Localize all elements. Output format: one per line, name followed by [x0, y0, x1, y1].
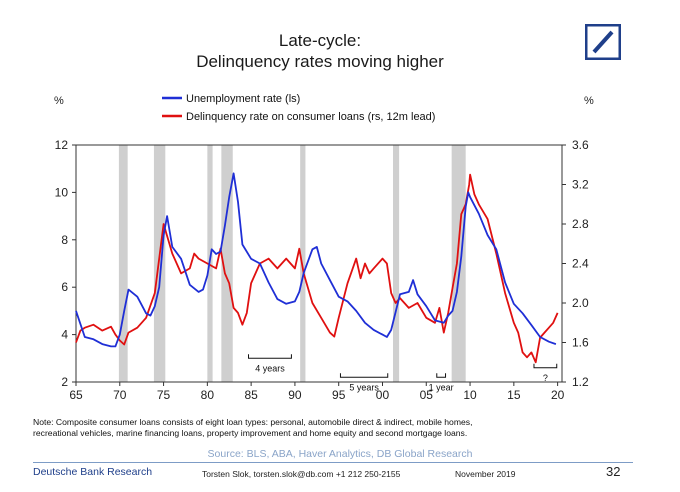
legend-label-unemployment: Unemployment rate (ls) — [186, 93, 300, 105]
right-tick-label: 2.8 — [572, 217, 589, 231]
left-tick-label: 2 — [61, 375, 68, 389]
annotation-label: 1 year — [429, 382, 454, 392]
annotation-bracket — [436, 373, 447, 378]
chart-title-line2: Delinquency rates moving higher — [196, 52, 444, 71]
plot-frame — [75, 144, 563, 383]
right-tick-label: 2.0 — [572, 296, 589, 310]
footer-brand: Deutsche Bank Research — [33, 466, 153, 478]
x-tick-label: 80 — [201, 388, 215, 402]
footer-divider — [33, 462, 633, 463]
legend-label-delinquency: Delinquency rate on consumer loans (rs, … — [186, 111, 435, 123]
footnote-line2: recreational vehicles, marine financing … — [33, 428, 468, 438]
x-tick-label: 95 — [332, 388, 346, 402]
unemployment-rate-line — [75, 172, 557, 348]
x-tick-label: 15 — [507, 388, 521, 402]
deutsche-bank-logo — [585, 24, 621, 60]
footnote: Note: Composite consumer loans consists … — [33, 417, 633, 439]
chart-title: Late-cycle: Delinquency rates moving hig… — [110, 30, 530, 72]
annotation-label: ? — [543, 373, 548, 383]
recession-band — [118, 145, 128, 382]
x-tick-label: 10 — [463, 388, 477, 402]
left-tick-label: 4 — [61, 328, 68, 342]
right-tick-label: 3.6 — [572, 138, 589, 152]
right-tick-label: 1.2 — [572, 375, 589, 389]
delinquency-rate-line — [75, 173, 559, 364]
right-axis-unit: % — [584, 95, 594, 107]
right-tick-label: 3.2 — [572, 178, 589, 192]
left-tick-label: 6 — [61, 280, 68, 294]
footer-author: Torsten Slok, torsten.slok@db.com +1 212… — [202, 469, 401, 479]
annotation-label: 5 years — [349, 382, 379, 392]
source-text: Source: BLS, ABA, Haver Analytics, DB Gl… — [207, 448, 473, 460]
left-tick-label: 12 — [55, 138, 69, 152]
x-tick-label: 20 — [551, 388, 565, 402]
recession-band — [221, 145, 233, 382]
right-tick-label: 1.6 — [572, 336, 589, 350]
right-tick-label: 2.4 — [572, 257, 589, 271]
footer-date: November 2019 — [455, 469, 516, 479]
annotation-label: 4 years — [255, 363, 285, 373]
page-number: 32 — [606, 464, 621, 479]
x-tick-label: 70 — [113, 388, 127, 402]
x-tick-label: 00 — [376, 388, 390, 402]
annotation-bracket — [248, 354, 292, 359]
recession-band — [392, 145, 400, 382]
x-tick-label: 85 — [244, 388, 258, 402]
recession-band — [451, 145, 466, 382]
left-axis-unit: % — [54, 95, 64, 107]
x-tick-label: 05 — [420, 388, 434, 402]
left-tick-label: 8 — [61, 233, 68, 247]
left-tick-label: 10 — [55, 185, 69, 199]
annotation-bracket — [533, 363, 558, 369]
recession-band — [153, 145, 166, 382]
x-tick-label: 90 — [288, 388, 302, 402]
footnote-line1: Note: Composite consumer loans consists … — [33, 417, 473, 427]
x-tick-label: 65 — [69, 388, 83, 402]
x-tick-label: 75 — [157, 388, 171, 402]
chart-title-line1: Late-cycle: — [278, 31, 362, 50]
annotation-bracket — [339, 373, 389, 378]
